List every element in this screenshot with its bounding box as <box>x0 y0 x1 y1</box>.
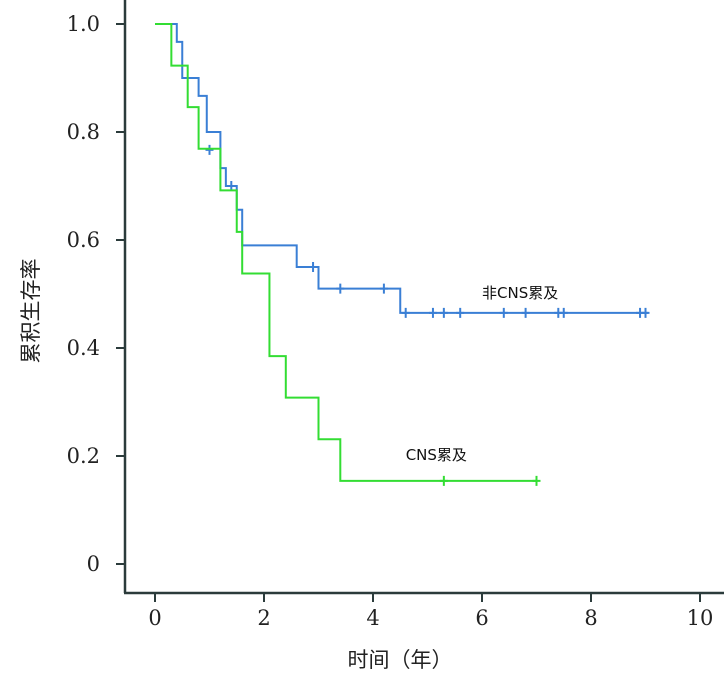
censor-marks-non-cns <box>205 144 650 318</box>
y-tick-label: 0.8 <box>67 120 100 144</box>
y-tick-label: 0.2 <box>67 444 100 468</box>
censor-mark <box>379 283 388 294</box>
censor-mark <box>499 307 508 318</box>
x-ticks: 0 2 4 6 8 10 <box>148 593 713 630</box>
x-tick-label: 0 <box>148 606 161 630</box>
x-tick-label: 4 <box>366 606 379 630</box>
censor-marks-cns <box>439 475 541 486</box>
y-axis-label: 累积生存率 <box>19 259 43 364</box>
censor-mark <box>559 307 568 318</box>
annotation-layer: 非CNS累及 CNS累及 <box>406 284 559 464</box>
censor-mark <box>521 307 530 318</box>
censor-mark <box>336 283 345 294</box>
y-tick-label: 1.0 <box>67 12 100 36</box>
annotation-cns: CNS累及 <box>406 446 467 464</box>
x-tick-label: 2 <box>257 606 270 630</box>
x-tick-label: 8 <box>584 606 597 630</box>
censor-mark <box>439 307 448 318</box>
censor-mark <box>428 307 437 318</box>
x-tick-label: 6 <box>475 606 488 630</box>
annotation-non-cns: 非CNS累及 <box>482 284 558 302</box>
y-tick-label: 0.4 <box>67 336 100 360</box>
series-layer <box>155 23 650 486</box>
y-ticks: 0 0.2 0.4 0.6 0.8 1.0 <box>67 12 125 576</box>
axes <box>123 0 724 595</box>
censor-mark <box>456 307 465 318</box>
x-tick-label: 10 <box>687 606 714 630</box>
censor-mark <box>439 475 448 486</box>
censor-mark <box>532 475 541 486</box>
y-tick-label: 0 <box>87 552 100 576</box>
series-line-cns <box>155 23 537 482</box>
y-tick-label: 0.6 <box>67 228 100 252</box>
x-axis-label: 时间（年） <box>348 648 453 672</box>
censor-mark <box>309 262 318 272</box>
censor-mark <box>205 144 214 155</box>
censor-mark <box>401 307 410 318</box>
series-line-non-cns <box>155 23 649 314</box>
censor-mark <box>641 307 650 318</box>
